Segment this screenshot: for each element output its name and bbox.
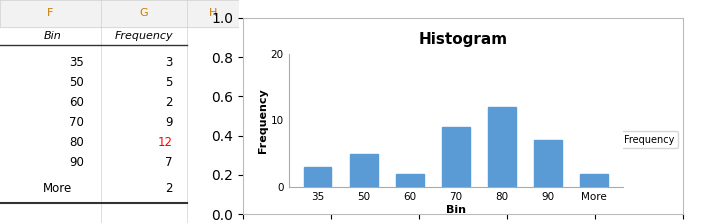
Bar: [304, 167, 332, 187]
Text: G: G: [139, 8, 148, 18]
Text: 9: 9: [165, 116, 172, 129]
Text: H: H: [209, 8, 218, 18]
Text: 5: 5: [165, 76, 172, 89]
Text: 70: 70: [69, 116, 84, 129]
Text: 3: 3: [165, 56, 172, 69]
Text: More: More: [43, 182, 73, 195]
X-axis label: Bin: Bin: [446, 205, 466, 215]
Text: Bin: Bin: [44, 31, 61, 41]
Bar: [442, 127, 470, 187]
Bar: [580, 174, 608, 187]
Text: F: F: [47, 8, 54, 18]
Text: Frequency: Frequency: [114, 31, 173, 41]
Bar: [488, 107, 516, 187]
Bar: [534, 140, 562, 187]
Text: 60: 60: [69, 96, 84, 109]
Legend: Frequency: Frequency: [603, 131, 678, 148]
Text: 12: 12: [157, 136, 172, 149]
Text: 2: 2: [165, 182, 172, 195]
Text: 50: 50: [69, 76, 84, 89]
Text: 2: 2: [165, 96, 172, 109]
Text: Histogram: Histogram: [418, 32, 508, 47]
Bar: [350, 154, 377, 187]
Bar: [396, 174, 424, 187]
Y-axis label: Frequency: Frequency: [258, 88, 268, 153]
Text: 35: 35: [69, 56, 84, 69]
Text: 7: 7: [165, 156, 172, 169]
Text: 80: 80: [69, 136, 84, 149]
Text: 90: 90: [69, 156, 84, 169]
Bar: [0, 0, 239, 27]
